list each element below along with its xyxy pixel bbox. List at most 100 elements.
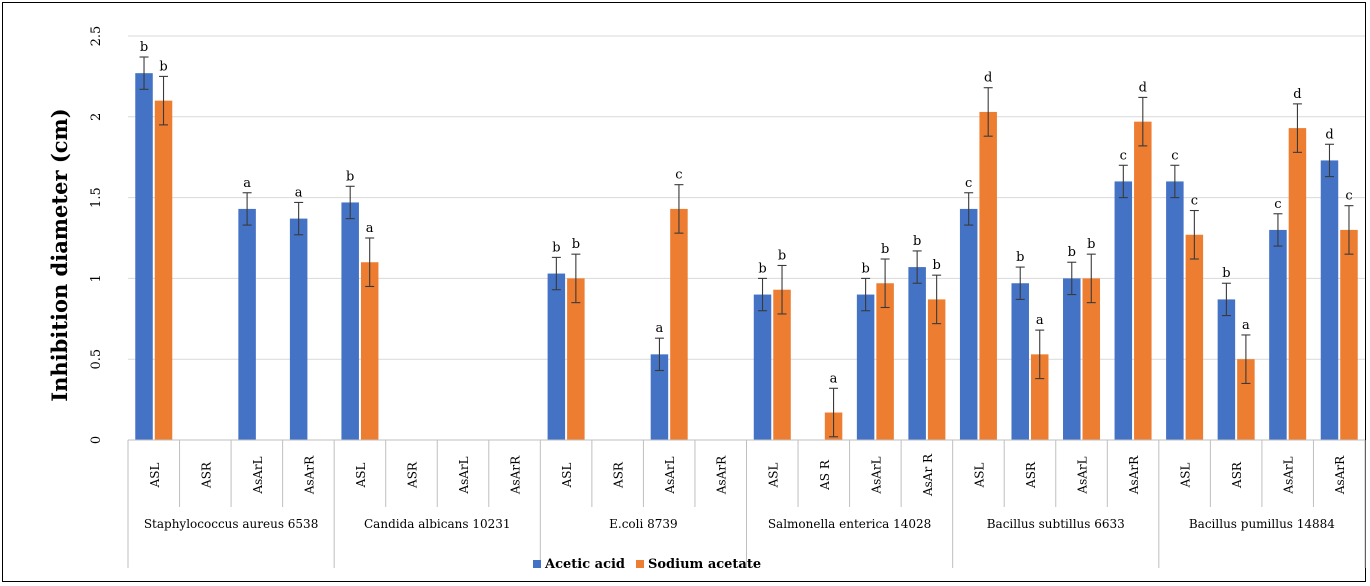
group-label: Staphylococcus aureus 6538 bbox=[144, 517, 319, 531]
legend-label: Acetic acid bbox=[544, 557, 625, 572]
significance-letter: b bbox=[140, 40, 148, 55]
significance-letter: d bbox=[1293, 87, 1301, 102]
legend-swatch bbox=[636, 560, 644, 568]
error-bar bbox=[983, 87, 993, 137]
error-bar bbox=[1292, 103, 1302, 153]
significance-letter: c bbox=[965, 176, 972, 191]
category-label: AsArR bbox=[1333, 455, 1347, 495]
bar bbox=[341, 202, 359, 440]
significance-letter: b bbox=[758, 261, 766, 276]
bar bbox=[959, 208, 978, 440]
category-label: ASR bbox=[405, 461, 419, 489]
bar bbox=[1030, 354, 1049, 440]
significance-letter: b bbox=[1222, 266, 1230, 281]
category-label: AsArR bbox=[715, 455, 729, 495]
error-bar bbox=[1324, 143, 1334, 178]
significance-letter: b bbox=[778, 248, 786, 263]
bar bbox=[1269, 229, 1287, 440]
significance-letter: a bbox=[830, 371, 838, 386]
error-bar bbox=[1170, 164, 1180, 199]
category-label: AsArR bbox=[302, 455, 316, 495]
category-label: ASL bbox=[1179, 463, 1193, 489]
group-label: E.coli 8739 bbox=[609, 517, 678, 531]
significance-letter: c bbox=[1171, 148, 1178, 163]
significance-letter: b bbox=[881, 242, 889, 257]
category-label: AsArR bbox=[509, 455, 523, 495]
error-bar bbox=[139, 56, 149, 90]
category-label: ASL bbox=[766, 463, 780, 489]
error-bar bbox=[294, 201, 304, 236]
bar bbox=[547, 273, 566, 440]
category-label: ASR bbox=[1024, 461, 1038, 489]
error-bar bbox=[159, 75, 169, 126]
significance-letter: b bbox=[932, 258, 940, 273]
error-bar bbox=[551, 256, 561, 291]
category-label: ASR bbox=[199, 461, 213, 489]
significance-letter: c bbox=[1191, 194, 1198, 209]
error-bar bbox=[654, 337, 664, 372]
y-tick-label: 2.5 bbox=[89, 26, 104, 47]
significance-letter: b bbox=[346, 169, 354, 184]
error-bar bbox=[932, 274, 942, 325]
significance-letter: b bbox=[159, 59, 167, 74]
significance-letter: a bbox=[243, 176, 251, 191]
category-label: AsArL bbox=[1282, 456, 1296, 494]
category-label: ASR bbox=[612, 461, 626, 489]
category-label: AsArL bbox=[869, 456, 883, 494]
group-label: Bacillus pumillus 14884 bbox=[1189, 517, 1335, 531]
error-bar bbox=[1344, 205, 1354, 255]
category-label: ASL bbox=[972, 463, 986, 489]
category-label: ASR bbox=[1230, 461, 1244, 489]
category-label: AsAr R bbox=[921, 453, 935, 497]
bar bbox=[1237, 359, 1255, 440]
error-bar bbox=[1086, 253, 1096, 304]
significance-letter: b bbox=[1087, 237, 1095, 252]
bar bbox=[670, 208, 688, 440]
bar bbox=[1320, 160, 1339, 440]
y-tick-label: 1 bbox=[89, 274, 104, 282]
bar bbox=[1011, 283, 1029, 440]
category-label: AsArL bbox=[663, 456, 677, 494]
significance-letter: c bbox=[1345, 189, 1352, 204]
error-bar bbox=[1118, 164, 1128, 199]
group-label: Bacillus subtillus 6633 bbox=[987, 517, 1125, 531]
category-label: ASL bbox=[354, 463, 368, 489]
category-label: ASL bbox=[560, 463, 574, 489]
error-bar bbox=[242, 192, 252, 226]
bar bbox=[927, 299, 946, 440]
legend: Acetic acid Sodium acetate bbox=[533, 557, 761, 572]
category-label: AsArL bbox=[251, 456, 265, 494]
bar bbox=[856, 294, 875, 440]
error-bar bbox=[1015, 266, 1025, 300]
y-tick-label: 1.5 bbox=[89, 187, 104, 208]
error-bar bbox=[829, 387, 839, 438]
error-bar bbox=[880, 258, 890, 309]
significance-letter: a bbox=[656, 321, 664, 336]
significance-letter: b bbox=[1016, 250, 1024, 265]
error-bar bbox=[1067, 261, 1077, 296]
group-label: Salmonella enterica 14028 bbox=[768, 517, 931, 531]
error-bar bbox=[758, 277, 768, 312]
error-bar bbox=[777, 264, 787, 315]
bar bbox=[1288, 128, 1307, 440]
significance-letter: b bbox=[552, 240, 560, 255]
y-axis-label: Inhibition diameter (cm) bbox=[47, 108, 72, 401]
error-bar bbox=[1241, 334, 1251, 384]
error-bar bbox=[345, 185, 355, 220]
error-bar bbox=[571, 253, 581, 304]
significance-letter: a bbox=[1242, 318, 1250, 333]
bar bbox=[135, 73, 153, 440]
bar bbox=[238, 208, 256, 440]
group-label: Candida albicans 10231 bbox=[364, 517, 511, 531]
bar bbox=[360, 262, 379, 440]
category-label: AsArL bbox=[1076, 456, 1090, 494]
significance-letter: c bbox=[675, 168, 682, 183]
significance-letter: a bbox=[295, 185, 303, 200]
significance-letter: b bbox=[1068, 245, 1076, 260]
y-tick-label: 0.5 bbox=[89, 349, 104, 370]
category-label: AS R bbox=[818, 459, 832, 491]
bar bbox=[289, 218, 308, 440]
significance-letter: b bbox=[861, 261, 869, 276]
category-label: AsArL bbox=[457, 456, 471, 494]
